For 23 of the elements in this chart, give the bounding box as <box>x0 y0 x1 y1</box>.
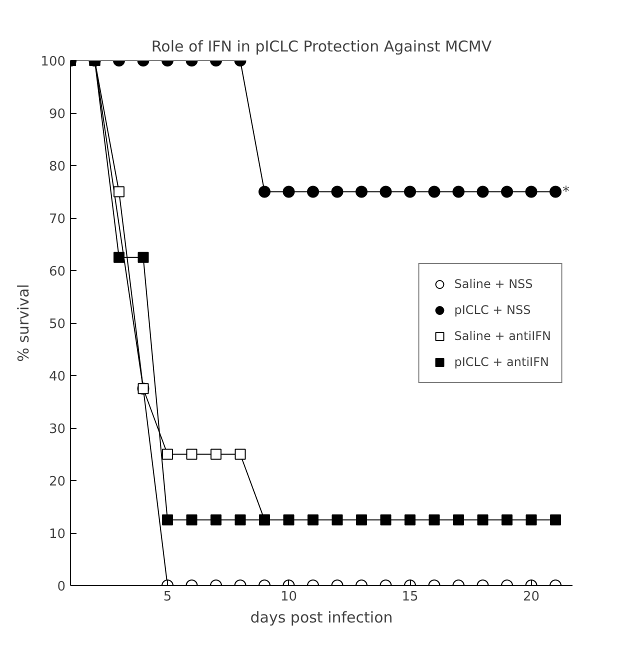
x-tick-label: 20 <box>523 590 540 604</box>
y-tick-label: 70 <box>48 212 66 227</box>
legend-label: Saline + NSS <box>454 276 533 290</box>
y-tick-label: 60 <box>48 264 66 280</box>
x-tick-label: 10 <box>280 590 298 604</box>
x-tick-label: 15 <box>402 590 418 604</box>
x-axis-title: days post infection <box>250 608 393 626</box>
y-tick-label: 80 <box>48 160 66 174</box>
y-tick-label: 50 <box>48 317 66 332</box>
y-tick-label: 10 <box>48 527 66 542</box>
y-tick-label: 20 <box>48 474 66 490</box>
annotation: * <box>562 184 570 200</box>
legend-label: Saline + antiIFN <box>454 328 551 342</box>
legend-label: pICLC + antiIFN <box>454 354 549 368</box>
y-tick-label: 30 <box>48 422 66 437</box>
y-axis-title: % survival <box>14 284 33 362</box>
x-tick-label: 5 <box>163 590 172 604</box>
y-tick-label: 90 <box>48 107 66 122</box>
y-tick-label: 100 <box>40 54 66 70</box>
y-tick-label: 0 <box>57 580 66 594</box>
chart-title: Role of IFN in pICLC Protection Against MCMV <box>151 38 492 56</box>
y-tick-label: 40 <box>48 370 66 384</box>
legend-label: pICLC + NSS <box>454 302 531 316</box>
